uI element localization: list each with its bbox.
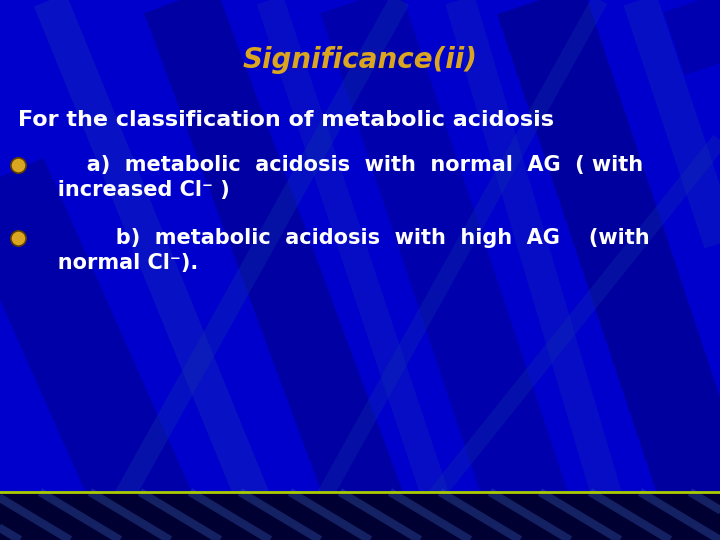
Text: normal Cl⁻).: normal Cl⁻). [36,253,198,273]
Text: b)  metabolic  acidosis  with  high  AG    (with: b) metabolic acidosis with high AG (with [36,228,649,248]
Text: increased Cl⁻ ): increased Cl⁻ ) [36,180,230,200]
Text: a)  metabolic  acidosis  with  normal  AG  ( with: a) metabolic acidosis with normal AG ( w… [36,155,643,175]
Text: For the classification of metabolic acidosis: For the classification of metabolic acid… [18,110,554,130]
Text: Significance(ii): Significance(ii) [243,46,477,74]
Bar [0,492,720,540]
